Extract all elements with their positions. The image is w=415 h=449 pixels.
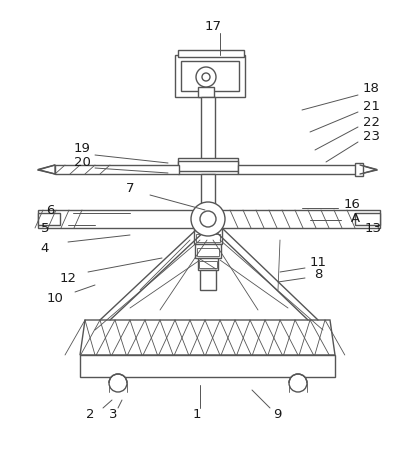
Bar xyxy=(201,97,215,165)
Text: 23: 23 xyxy=(362,131,379,144)
Text: 4: 4 xyxy=(41,242,49,255)
Circle shape xyxy=(109,374,127,392)
Text: 11: 11 xyxy=(310,255,327,269)
Text: 21: 21 xyxy=(362,101,379,114)
Text: 16: 16 xyxy=(344,198,361,211)
Text: 22: 22 xyxy=(362,115,379,128)
Bar xyxy=(178,50,244,57)
Text: 17: 17 xyxy=(205,21,222,34)
Bar xyxy=(55,165,179,174)
Text: 18: 18 xyxy=(363,82,379,94)
Circle shape xyxy=(289,374,307,392)
Text: 20: 20 xyxy=(73,157,90,170)
Text: 7: 7 xyxy=(126,181,134,194)
Text: 19: 19 xyxy=(73,141,90,154)
Bar xyxy=(195,244,221,258)
Bar xyxy=(238,165,360,174)
Text: 9: 9 xyxy=(273,409,281,422)
Bar xyxy=(178,158,238,174)
Text: 8: 8 xyxy=(314,269,322,282)
Text: 13: 13 xyxy=(364,221,381,234)
Bar xyxy=(198,87,214,97)
Circle shape xyxy=(196,67,216,87)
Text: 2: 2 xyxy=(86,409,94,422)
Bar xyxy=(355,213,380,225)
Bar xyxy=(38,213,60,225)
Circle shape xyxy=(202,73,210,81)
Bar xyxy=(218,210,380,228)
Bar xyxy=(175,55,245,97)
Polygon shape xyxy=(38,165,55,174)
Bar xyxy=(201,174,215,222)
Bar xyxy=(80,355,335,377)
Text: 3: 3 xyxy=(109,409,117,422)
Bar xyxy=(198,258,218,270)
Bar xyxy=(196,234,220,242)
Text: 6: 6 xyxy=(46,203,54,216)
Bar xyxy=(178,161,238,171)
Polygon shape xyxy=(80,320,335,355)
Text: 10: 10 xyxy=(46,291,63,304)
Bar xyxy=(200,270,216,290)
Text: 5: 5 xyxy=(41,221,49,234)
Bar xyxy=(38,210,198,228)
Bar xyxy=(181,61,239,91)
Bar xyxy=(197,248,219,256)
Text: 12: 12 xyxy=(59,272,76,285)
Text: A: A xyxy=(350,211,359,224)
Bar xyxy=(355,163,363,176)
Circle shape xyxy=(191,202,225,236)
Bar xyxy=(199,261,217,268)
Text: 1: 1 xyxy=(193,409,201,422)
Bar xyxy=(194,228,222,244)
Circle shape xyxy=(200,211,216,227)
Polygon shape xyxy=(360,165,377,174)
